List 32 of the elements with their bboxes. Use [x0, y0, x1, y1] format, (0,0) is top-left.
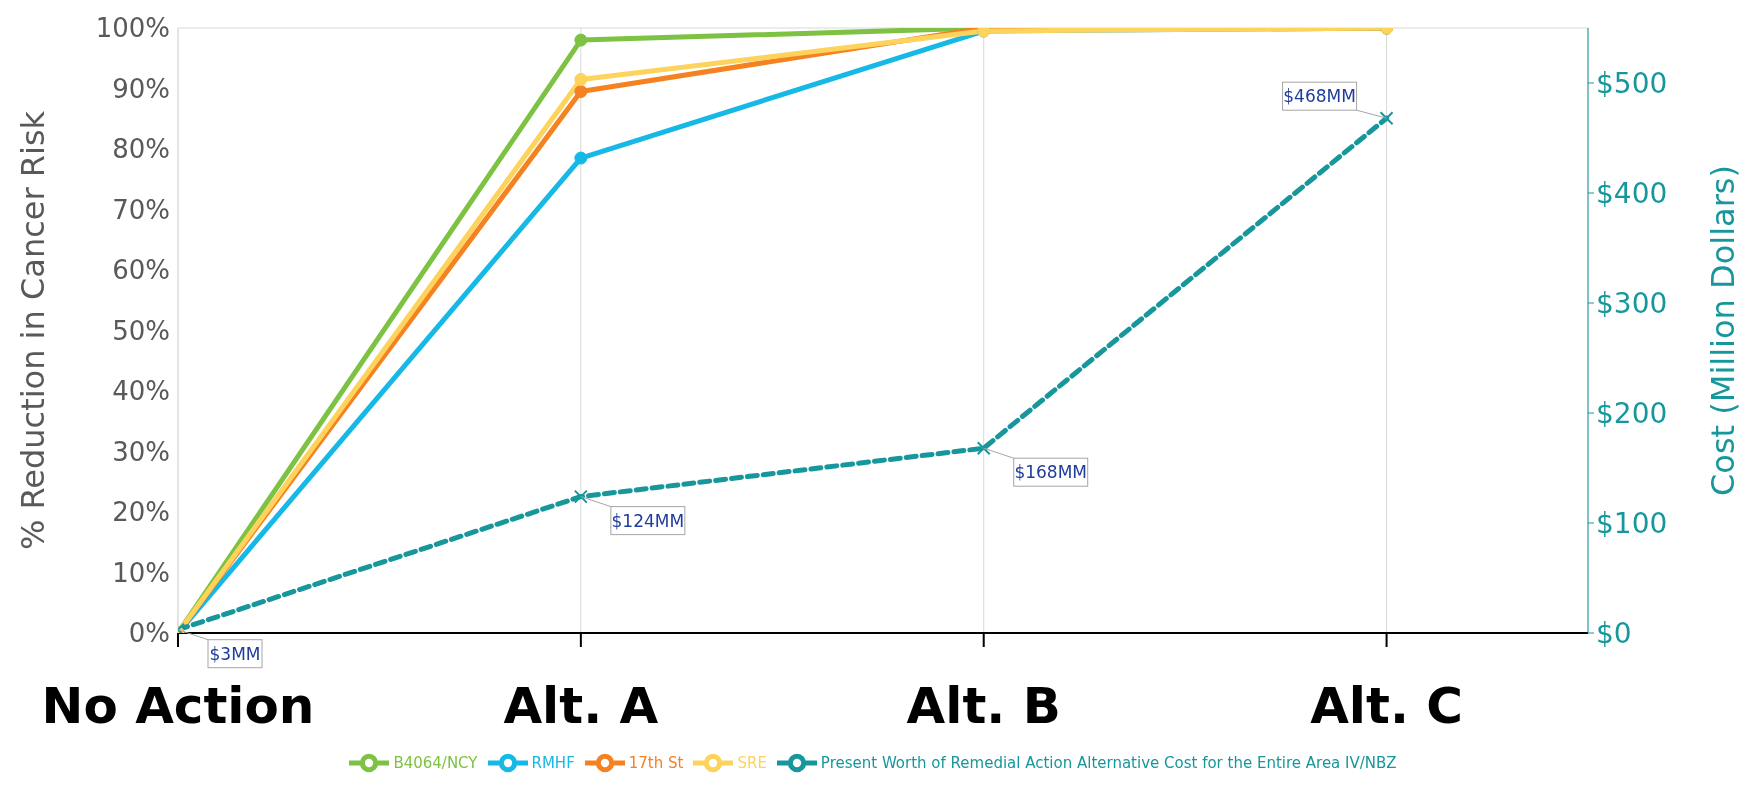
y-tick-label: 10%: [112, 557, 170, 588]
x-tick-label: Alt. B: [906, 676, 1061, 735]
y-tick-label: 90%: [112, 73, 170, 104]
x-tick-label: No Action: [41, 676, 315, 735]
legend-label: Present Worth of Remedial Action Alternative Cost for the Entire Area IV/NBZ: [820, 753, 1397, 772]
y-tick-label: 70%: [112, 194, 170, 225]
y2-tick-label: $200: [1596, 396, 1668, 430]
y2-tick-label: $400: [1596, 176, 1668, 210]
x-tick-label: Alt. C: [1310, 676, 1463, 735]
data-label: $3MM: [209, 643, 261, 664]
y2-tick-label: $300: [1596, 286, 1668, 320]
y-tick-label: 30%: [112, 436, 170, 467]
y-tick-label: 0%: [128, 618, 170, 649]
y-tick-label: 100%: [95, 13, 170, 44]
data-label: $468MM: [1283, 86, 1356, 107]
y2-axis-title: Cost (Million Dollars): [1704, 165, 1743, 496]
legend-label: RMHF: [531, 753, 575, 772]
data-label: $124MM: [611, 510, 685, 531]
legend-label: B4064/NCY: [393, 753, 478, 772]
y-tick-label: 20%: [112, 497, 170, 528]
y-tick-label: 60%: [112, 255, 170, 286]
data-label: $168MM: [1014, 462, 1088, 483]
y-tick-label: 40%: [112, 376, 170, 407]
y2-tick-label: $100: [1596, 506, 1668, 540]
y-tick-label: 80%: [112, 134, 170, 165]
y2-tick-label: $500: [1596, 66, 1668, 100]
legend-label: 17th St: [628, 753, 684, 772]
x-tick-label: Alt. A: [503, 676, 659, 735]
y2-tick-label: $0: [1596, 616, 1632, 650]
y-axis-title: % Reduction in Cancer Risk: [14, 110, 53, 551]
y-tick-label: 50%: [112, 315, 170, 346]
legend-label: SRE: [737, 753, 767, 772]
